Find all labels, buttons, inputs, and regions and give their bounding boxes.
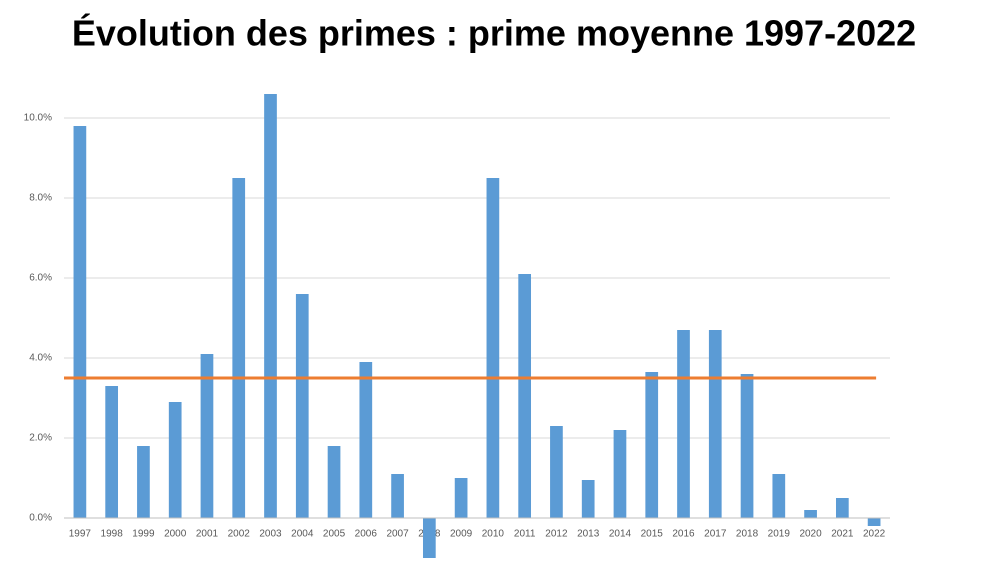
bar bbox=[677, 330, 690, 518]
bar bbox=[740, 374, 754, 518]
y-tick-label: 10.0% bbox=[24, 113, 52, 124]
x-tick-label: 2017 bbox=[704, 529, 727, 540]
x-tick-label: 2020 bbox=[799, 529, 822, 540]
x-tick-label: 2016 bbox=[672, 529, 695, 540]
x-tick-label: 2005 bbox=[323, 529, 346, 540]
y-tick-label: 8.0% bbox=[29, 193, 52, 204]
x-tick-label: 2003 bbox=[259, 529, 282, 540]
bar bbox=[105, 386, 119, 518]
x-tick-label: 2021 bbox=[831, 529, 854, 540]
bar bbox=[422, 518, 436, 558]
x-tick-label: 2015 bbox=[641, 529, 664, 540]
y-tick-label: 6.0% bbox=[29, 273, 52, 284]
bar bbox=[359, 362, 373, 518]
x-tick-label: 2022 bbox=[863, 529, 886, 540]
x-tick-label: 2002 bbox=[228, 529, 251, 540]
bar bbox=[232, 178, 246, 518]
x-tick-label: 2019 bbox=[768, 529, 791, 540]
bar bbox=[73, 126, 87, 518]
bar bbox=[708, 330, 722, 518]
bar bbox=[867, 518, 881, 526]
bar bbox=[613, 430, 627, 518]
x-tick-label: 2001 bbox=[196, 529, 219, 540]
bar bbox=[518, 274, 532, 518]
x-tick-label: 2018 bbox=[736, 529, 759, 540]
x-tick-label: 2009 bbox=[450, 529, 473, 540]
bar bbox=[168, 402, 182, 518]
chart-title: Évolution des primes : prime moyenne 199… bbox=[72, 13, 916, 54]
x-tick-label: 2007 bbox=[386, 529, 409, 540]
y-tick-label: 0.0% bbox=[29, 513, 52, 524]
bar bbox=[327, 446, 341, 518]
bar bbox=[645, 372, 659, 518]
bar bbox=[295, 294, 309, 518]
bar bbox=[200, 354, 214, 518]
x-tick-label: 2012 bbox=[545, 529, 568, 540]
bar bbox=[550, 426, 563, 518]
x-tick-label: 1998 bbox=[101, 529, 124, 540]
x-tick-label: 2006 bbox=[355, 529, 378, 540]
x-tick-label: 2013 bbox=[577, 529, 600, 540]
x-tick-label: 2000 bbox=[164, 529, 187, 540]
bar bbox=[804, 510, 817, 518]
bar bbox=[264, 94, 277, 518]
x-tick-label: 2014 bbox=[609, 529, 632, 540]
x-tick-label: 1997 bbox=[69, 529, 92, 540]
y-tick-label: 2.0% bbox=[29, 433, 52, 444]
x-tick-label: 1999 bbox=[132, 529, 155, 540]
x-tick-label: 2011 bbox=[514, 529, 536, 540]
bar bbox=[486, 178, 500, 518]
y-tick-label: 4.0% bbox=[29, 353, 52, 364]
bar bbox=[772, 474, 786, 518]
bar bbox=[835, 498, 849, 518]
bar bbox=[581, 480, 595, 518]
x-tick-label: 2004 bbox=[291, 529, 314, 540]
x-tick-label: 2010 bbox=[482, 529, 505, 540]
bar bbox=[391, 474, 404, 518]
bar bbox=[454, 478, 468, 518]
bar bbox=[137, 446, 150, 518]
